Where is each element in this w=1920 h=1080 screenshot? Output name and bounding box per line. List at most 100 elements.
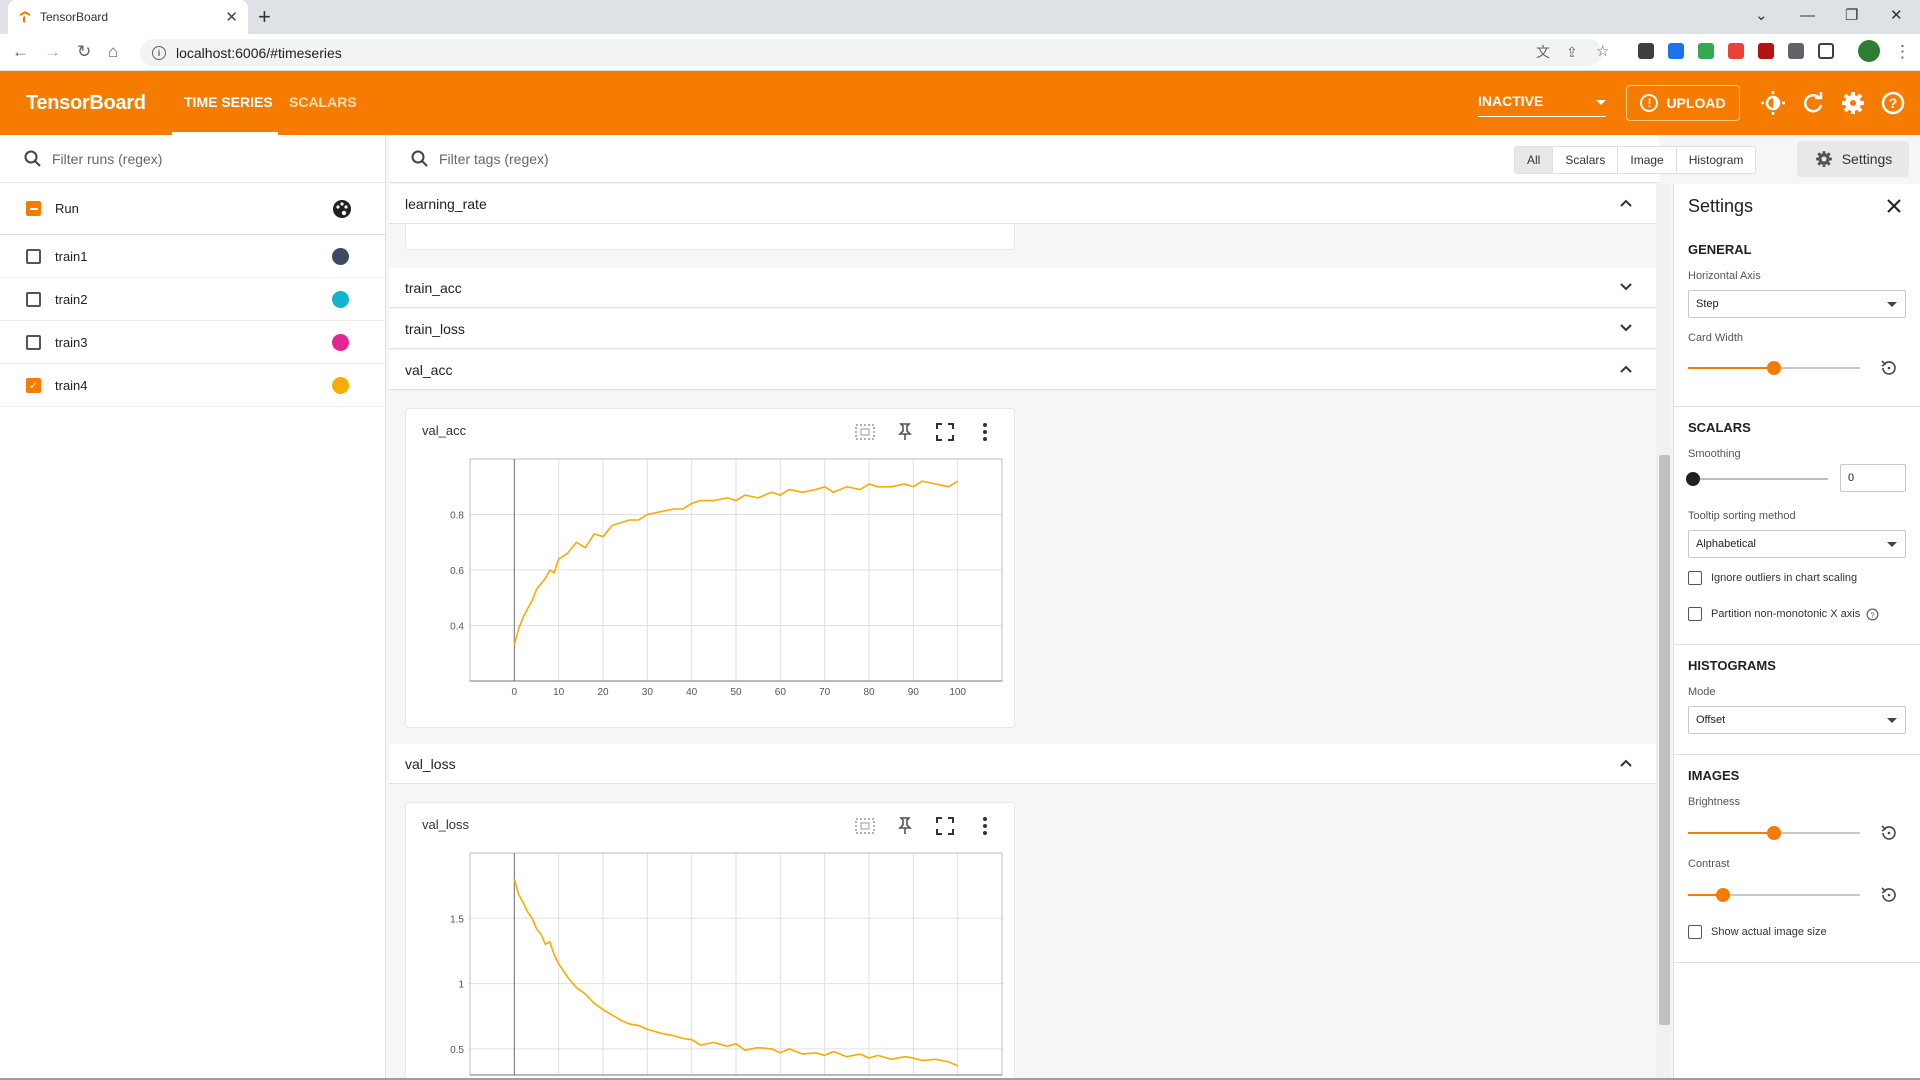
- filter-image-button[interactable]: Image: [1618, 147, 1677, 173]
- checkbox-box[interactable]: [1688, 571, 1702, 585]
- help-icon[interactable]: ?: [1866, 608, 1879, 621]
- card-width-slider[interactable]: [1688, 361, 1860, 375]
- extension-icon[interactable]: [1668, 43, 1684, 59]
- chevron-up-icon[interactable]: [1619, 362, 1633, 376]
- bookmark-star-icon[interactable]: ☆: [1596, 43, 1610, 60]
- palette-icon[interactable]: [332, 199, 352, 219]
- run-checkbox[interactable]: [26, 334, 41, 350]
- slider-thumb[interactable]: [1686, 472, 1700, 486]
- back-icon[interactable]: ←: [12, 42, 29, 61]
- home-icon[interactable]: ⌂: [108, 42, 119, 61]
- minimize-icon[interactable]: —: [1800, 7, 1815, 24]
- extension-icon[interactable]: [1728, 43, 1744, 59]
- browser-menu-icon[interactable]: ⋮: [1894, 42, 1911, 61]
- more-vert-icon[interactable]: [974, 815, 996, 837]
- slider-thumb[interactable]: [1767, 361, 1781, 375]
- theme-toggle-icon[interactable]: [1759, 89, 1787, 117]
- fit-domain-icon[interactable]: [854, 815, 876, 837]
- run-row[interactable]: train2: [0, 278, 385, 321]
- histogram-mode-select[interactable]: Offset: [1688, 706, 1906, 734]
- run-row[interactable]: train1: [0, 235, 385, 278]
- extension-icon[interactable]: [1698, 43, 1714, 59]
- forward-icon[interactable]: →: [44, 42, 61, 61]
- group-header-train-loss[interactable]: train_loss: [389, 309, 1657, 349]
- new-tab-icon[interactable]: +: [258, 4, 271, 29]
- group-header-val-loss[interactable]: val_loss: [389, 744, 1657, 784]
- run-color-swatch[interactable]: [332, 333, 349, 351]
- browser-tab[interactable]: TensorBoard ✕: [8, 0, 248, 34]
- close-tab-icon[interactable]: ✕: [225, 9, 238, 26]
- smoothing-slider[interactable]: [1686, 472, 1828, 486]
- extensions-puzzle-icon[interactable]: [1788, 43, 1804, 59]
- filter-all-button[interactable]: All: [1515, 147, 1554, 173]
- settings-toggle-button[interactable]: Settings: [1797, 141, 1909, 177]
- run-color-swatch[interactable]: [332, 247, 349, 265]
- series-line-0[interactable]: [513, 480, 959, 646]
- smoothing-input[interactable]: 0: [1840, 464, 1906, 492]
- run-row[interactable]: ✓ train4: [0, 364, 385, 407]
- tab-scalars[interactable]: SCALARS: [289, 94, 357, 110]
- chevron-up-icon[interactable]: [1619, 756, 1633, 770]
- gear-icon[interactable]: [1839, 89, 1867, 117]
- select-all-checkbox[interactable]: [26, 201, 41, 216]
- run-row[interactable]: train3: [0, 321, 385, 364]
- profile-avatar[interactable]: [1858, 40, 1880, 62]
- filter-scalars-button[interactable]: Scalars: [1553, 147, 1619, 173]
- runs-filter[interactable]: Filter runs (regex): [0, 135, 385, 183]
- filter-histogram-button[interactable]: Histogram: [1688, 153, 1744, 167]
- restore-icon[interactable]: ❐: [1845, 7, 1859, 24]
- tooltip-sorting-select[interactable]: Alphabetical: [1688, 530, 1906, 558]
- translate-icon[interactable]: 文: [1536, 44, 1550, 60]
- share-icon[interactable]: ⇪: [1566, 44, 1578, 60]
- brightness-slider[interactable]: [1688, 826, 1860, 840]
- site-info-icon[interactable]: i: [152, 45, 166, 60]
- run-color-swatch[interactable]: [332, 290, 349, 308]
- reset-icon[interactable]: [1879, 885, 1899, 905]
- plugin-selector[interactable]: INACTIVE: [1478, 93, 1606, 117]
- run-checkbox[interactable]: [26, 291, 41, 307]
- partition-checkbox[interactable]: Partition non-monotonic X axis ?: [1688, 607, 1879, 621]
- run-checkbox[interactable]: [26, 248, 41, 264]
- checkbox-box[interactable]: [1688, 925, 1702, 939]
- series-line-0[interactable]: [513, 878, 959, 1067]
- run-color-swatch[interactable]: [332, 376, 349, 394]
- scrollbar-thumb[interactable]: [1659, 455, 1670, 1025]
- chevron-down-icon[interactable]: [1619, 321, 1633, 335]
- pin-icon[interactable]: [894, 815, 916, 837]
- pin-icon[interactable]: [894, 421, 916, 443]
- val-acc-chart[interactable]: 0 10 20 30 40 50 60 70 80 90 100 0.4 0.6 0.8: [406, 449, 1016, 719]
- actual-image-size-checkbox[interactable]: Show actual image size: [1688, 925, 1827, 939]
- fullscreen-icon[interactable]: [934, 421, 956, 443]
- contrast-slider[interactable]: [1688, 888, 1860, 902]
- chevron-down-icon[interactable]: [1619, 280, 1633, 294]
- fit-domain-icon[interactable]: [854, 421, 876, 443]
- horizontal-axis-select[interactable]: Step: [1688, 290, 1906, 318]
- fullscreen-icon[interactable]: [934, 815, 956, 837]
- reset-icon[interactable]: [1879, 823, 1899, 843]
- address-bar[interactable]: i localhost:6006/#timeseries: [140, 39, 1602, 66]
- upload-button[interactable]: ! UPLOAD: [1626, 85, 1740, 121]
- close-icon[interactable]: [1886, 198, 1902, 214]
- extension-icon[interactable]: [1758, 43, 1774, 59]
- reset-icon[interactable]: [1879, 358, 1899, 378]
- run-checkbox[interactable]: ✓: [26, 377, 41, 393]
- group-header-train-acc[interactable]: train_acc: [389, 268, 1657, 308]
- reload-icon[interactable]: ↻: [77, 42, 92, 61]
- close-window-icon[interactable]: ✕: [1890, 7, 1903, 24]
- slider-thumb[interactable]: [1767, 826, 1781, 840]
- side-panel-icon[interactable]: [1818, 43, 1834, 59]
- refresh-icon[interactable]: [1799, 89, 1827, 117]
- more-vert-icon[interactable]: [974, 421, 996, 443]
- ignore-outliers-checkbox[interactable]: Ignore outliers in chart scaling: [1688, 571, 1857, 585]
- tab-time-series[interactable]: TIME SERIES: [184, 94, 273, 110]
- group-header-learning-rate[interactable]: learning_rate: [389, 184, 1657, 224]
- tag-filter[interactable]: Filter tags (regex): [389, 135, 1659, 183]
- chevron-up-icon[interactable]: [1619, 196, 1633, 210]
- help-icon[interactable]: ?: [1879, 89, 1907, 117]
- group-header-val-acc[interactable]: val_acc: [389, 350, 1657, 390]
- checkbox-box[interactable]: [1688, 607, 1702, 621]
- slider-thumb[interactable]: [1716, 888, 1730, 902]
- extension-icon[interactable]: [1638, 43, 1654, 59]
- tab-search-icon[interactable]: ⌄: [1755, 7, 1768, 24]
